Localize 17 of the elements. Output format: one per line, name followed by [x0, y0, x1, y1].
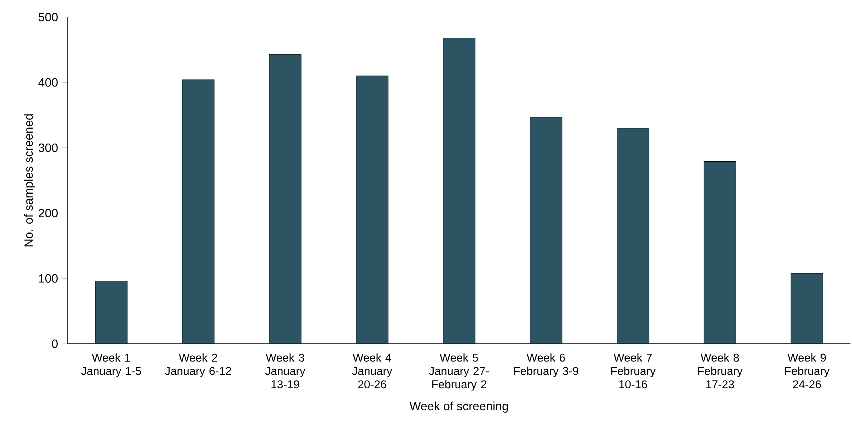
x-axis-title: Week of screening	[410, 402, 508, 413]
y-tick-label: 100	[39, 274, 58, 283]
y-tick-label: 400	[38, 78, 58, 87]
x-tick-label: Week 5 January 27- February 2	[429, 354, 490, 391]
x-tick-label: Week 6 February 3-9	[514, 354, 579, 378]
x-tick-label: Week 4 January 20-26	[352, 354, 393, 389]
x-tick-label: Week 9 February 24-26	[785, 354, 830, 389]
x-tick-label: Week 3 January 13-19	[265, 354, 306, 389]
x-tick-label: Week 7 February 10-16	[612, 354, 656, 389]
y-tick-label: 200	[38, 209, 58, 218]
x-tick-label: Week 8 February 17-23	[698, 354, 743, 389]
x-tick-label: Week 2 January 6-12	[165, 354, 232, 378]
y-axis-title: No. of samples screened	[24, 114, 36, 247]
y-tick-label: 500	[38, 13, 58, 22]
y-tick-label: 300	[38, 144, 58, 152]
x-tick-label: Week 1 January 1-5	[81, 354, 142, 378]
y-tick-label: 0	[52, 340, 58, 348]
